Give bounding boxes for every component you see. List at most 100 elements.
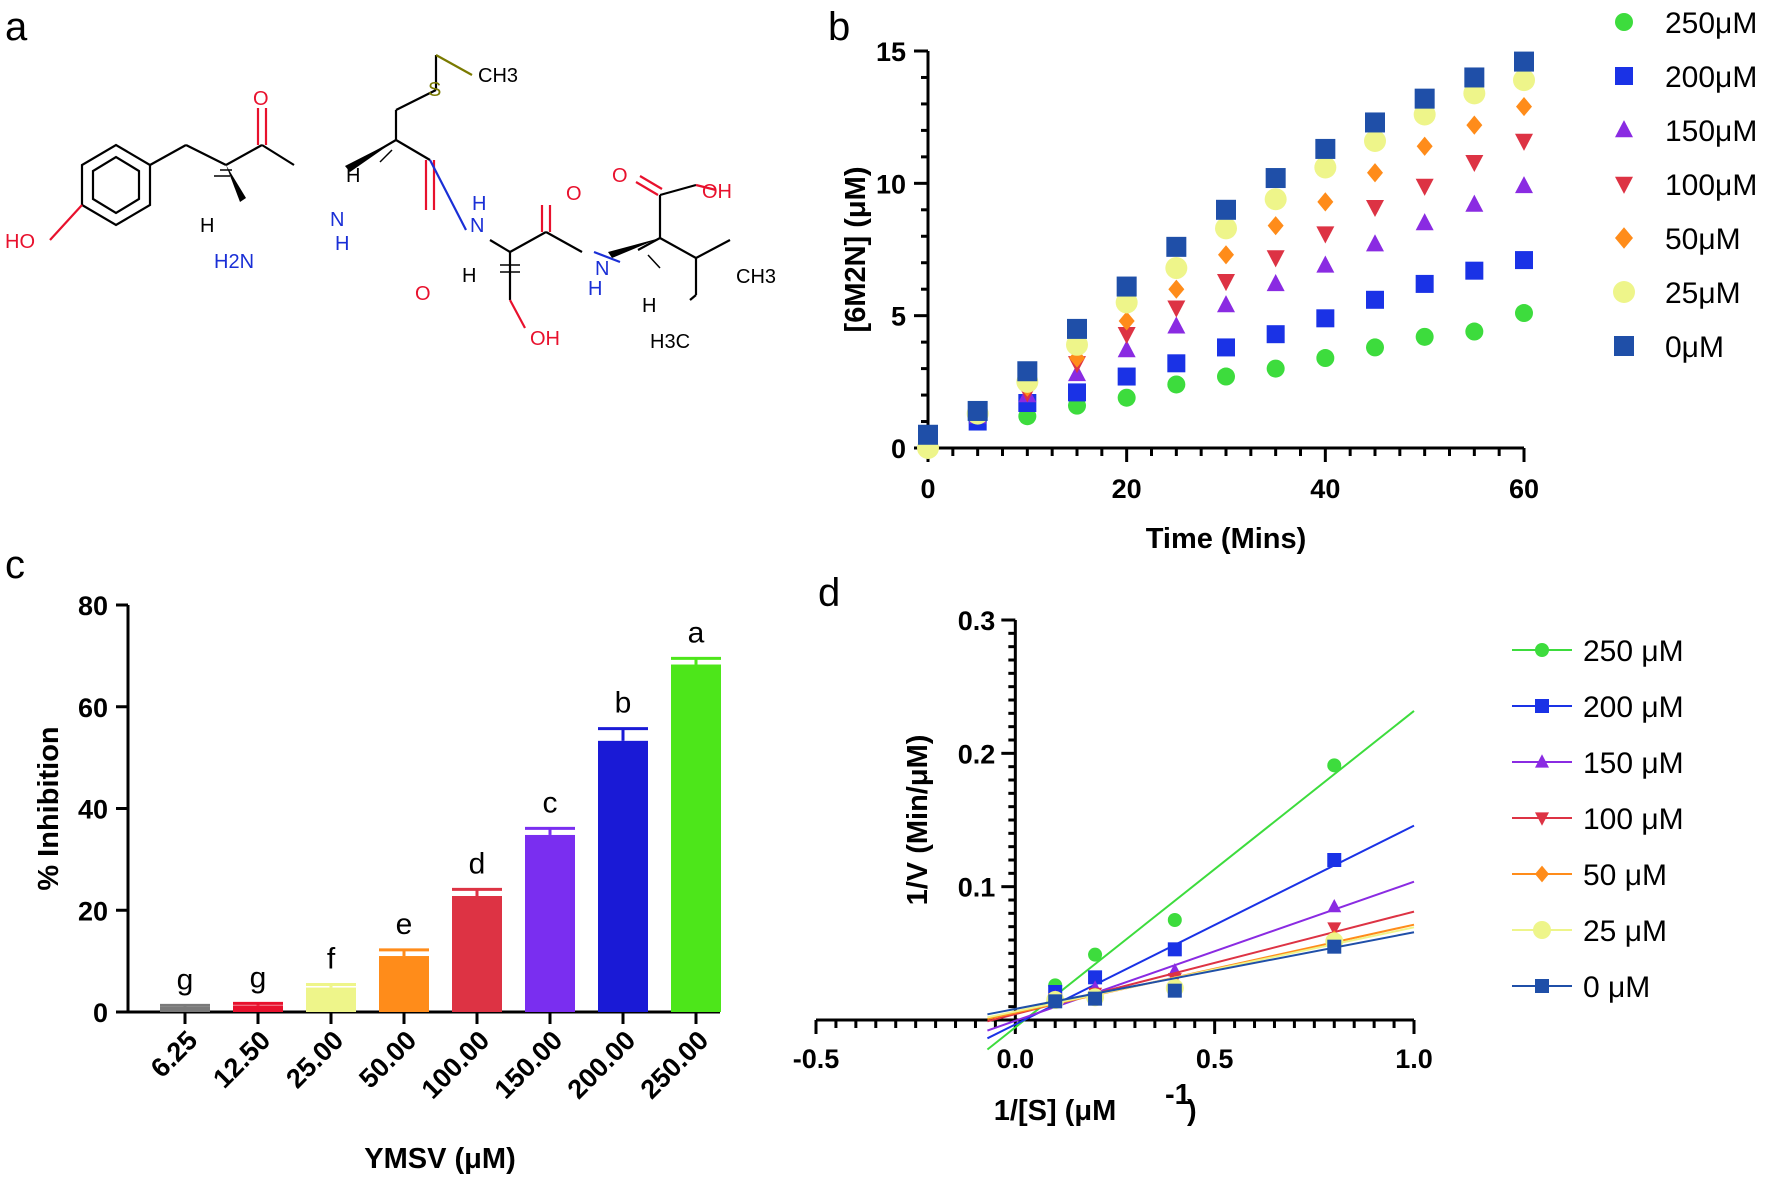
data-point — [1066, 333, 1088, 356]
x-tick-label: 250.00 — [635, 1025, 715, 1105]
data-point — [1464, 67, 1485, 88]
significance-letter: d — [469, 847, 486, 880]
data-point — [967, 400, 988, 421]
x-axis-label-end: ) — [1187, 1095, 1197, 1127]
data-point — [1167, 375, 1186, 394]
x-axis-label-superscript: -1 — [1165, 1079, 1191, 1111]
data-point — [1367, 163, 1383, 183]
lineweaver-burk-chart: 0.1 0.2 0.3 -0.5 0.0 0.5 1.0 1/[S] (μM -1) 1/V (M… — [793, 606, 1684, 1127]
y-axis-label: % Inhibition — [33, 726, 65, 890]
significance-letter: c — [543, 786, 558, 819]
data-point — [1414, 88, 1435, 109]
data-point — [1165, 257, 1188, 280]
data-point — [1515, 176, 1533, 194]
data-point — [1217, 367, 1235, 386]
data-point — [1316, 255, 1335, 273]
legend-marker — [1535, 643, 1549, 657]
legend-marker — [1615, 176, 1633, 194]
data-point — [1415, 274, 1434, 293]
scatter-chart-product: 0 5 10 15 0 20 40 60 Time (Mins) [6M2N] (μM) 250μM… — [840, 7, 1757, 555]
data-point — [1068, 383, 1086, 402]
data-point — [1266, 359, 1285, 378]
y-tick-label: 40 — [78, 795, 108, 825]
data-point — [1167, 316, 1186, 334]
atom-label: HO — [5, 231, 35, 253]
panel-label-c: c — [5, 543, 25, 587]
atom-label: H3C — [650, 331, 690, 353]
y-axis-label: 1/V (Min/μM) — [902, 735, 934, 906]
atom-label: O — [253, 88, 269, 110]
y-tick-label: 80 — [78, 591, 108, 621]
bar — [233, 1005, 283, 1012]
data-point — [1217, 274, 1235, 292]
bar — [379, 956, 429, 1012]
data-point — [1067, 318, 1087, 339]
legend-label: 100 μM — [1583, 803, 1684, 836]
atom-label: H — [462, 265, 476, 287]
data-point — [1166, 236, 1187, 257]
bar-chart-inhibition: 0 20 40 60 80 g 6.25 g 12.50 f 25.00 e 50.00 d 100.00 c… — [33, 591, 721, 1175]
data-point — [1316, 226, 1335, 244]
data-point — [1327, 853, 1342, 867]
data-point — [1515, 251, 1533, 270]
x-tick-label: 12.50 — [207, 1025, 276, 1094]
data-point — [1516, 96, 1532, 117]
atom-label: OH — [530, 328, 560, 350]
legend-label: 100μM — [1665, 169, 1757, 202]
data-point — [1118, 311, 1135, 331]
x-tick-label: 6.25 — [145, 1025, 203, 1083]
data-point — [1216, 199, 1236, 220]
legend-marker — [1615, 120, 1633, 138]
data-point — [1117, 367, 1136, 386]
x-tick-label: 40 — [1310, 474, 1340, 504]
data-point — [1069, 348, 1085, 368]
data-point — [1315, 138, 1336, 159]
data-point — [1167, 300, 1186, 318]
data-point — [1168, 279, 1185, 299]
legend-marker — [1615, 227, 1633, 249]
data-point — [1167, 354, 1186, 373]
data-point — [1266, 250, 1285, 268]
data-point — [1415, 213, 1434, 231]
data-point — [1116, 276, 1137, 297]
y-tick-label: 60 — [78, 693, 108, 723]
data-point — [1266, 325, 1285, 344]
data-point — [1217, 338, 1235, 357]
x-tick-label: 200.00 — [562, 1025, 642, 1105]
atom-label: S — [428, 79, 441, 101]
data-point — [1316, 349, 1335, 368]
x-axis-label: YMSV (μM) — [364, 1143, 515, 1175]
atom-label: H — [588, 278, 602, 300]
data-point — [1366, 234, 1384, 252]
data-point — [1366, 199, 1384, 218]
data-point — [1413, 103, 1436, 126]
legend-marker — [1613, 281, 1635, 303]
data-point — [1465, 322, 1484, 341]
y-tick-label: 0 — [93, 998, 108, 1028]
data-point — [1017, 361, 1038, 382]
bar — [525, 834, 575, 1012]
x-tick-label: 50.00 — [353, 1025, 422, 1094]
data-point — [1088, 970, 1103, 985]
data-point — [1218, 245, 1234, 265]
panel-label-b: b — [828, 5, 850, 49]
data-point — [1088, 947, 1103, 962]
data-point — [1327, 898, 1342, 913]
panel-label-a: a — [5, 5, 28, 49]
legend-label: 25μM — [1665, 277, 1741, 310]
bar — [452, 896, 502, 1012]
atom-label: O — [566, 183, 582, 205]
x-tick-label: 20 — [1112, 474, 1142, 504]
data-point — [1515, 133, 1533, 151]
data-point — [918, 424, 938, 445]
data-point — [1364, 129, 1386, 152]
data-point — [1366, 290, 1384, 309]
data-point — [1264, 188, 1287, 211]
legend-label: 150 μM — [1583, 747, 1684, 780]
data-point — [1167, 983, 1182, 998]
data-point — [1117, 340, 1136, 358]
x-tick-label: 60 — [1509, 474, 1539, 504]
data-point — [1416, 136, 1433, 156]
atom-label: CH3 — [736, 266, 776, 288]
legend-label: 25 μM — [1583, 915, 1667, 948]
